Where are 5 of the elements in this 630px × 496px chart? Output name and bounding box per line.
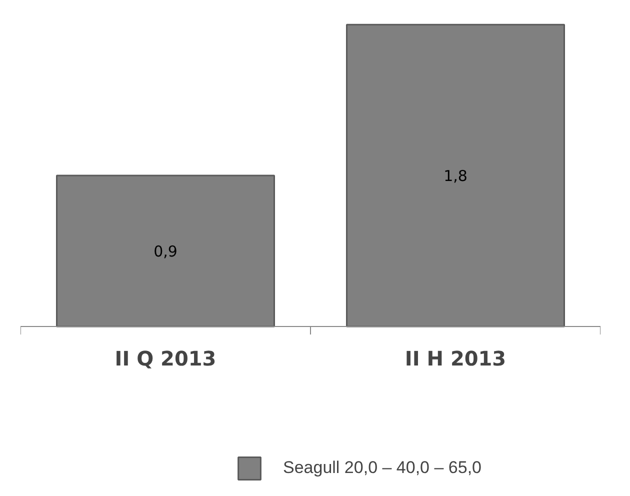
data-label: 0,9 (154, 242, 178, 261)
data-label: 1,8 (444, 167, 468, 186)
x-tick-label: II Q 2013 (114, 346, 216, 370)
x-tick-label: II H 2013 (404, 346, 506, 370)
legend-label: Seagull 20,0 – 40,0 – 65,0 (283, 458, 482, 478)
